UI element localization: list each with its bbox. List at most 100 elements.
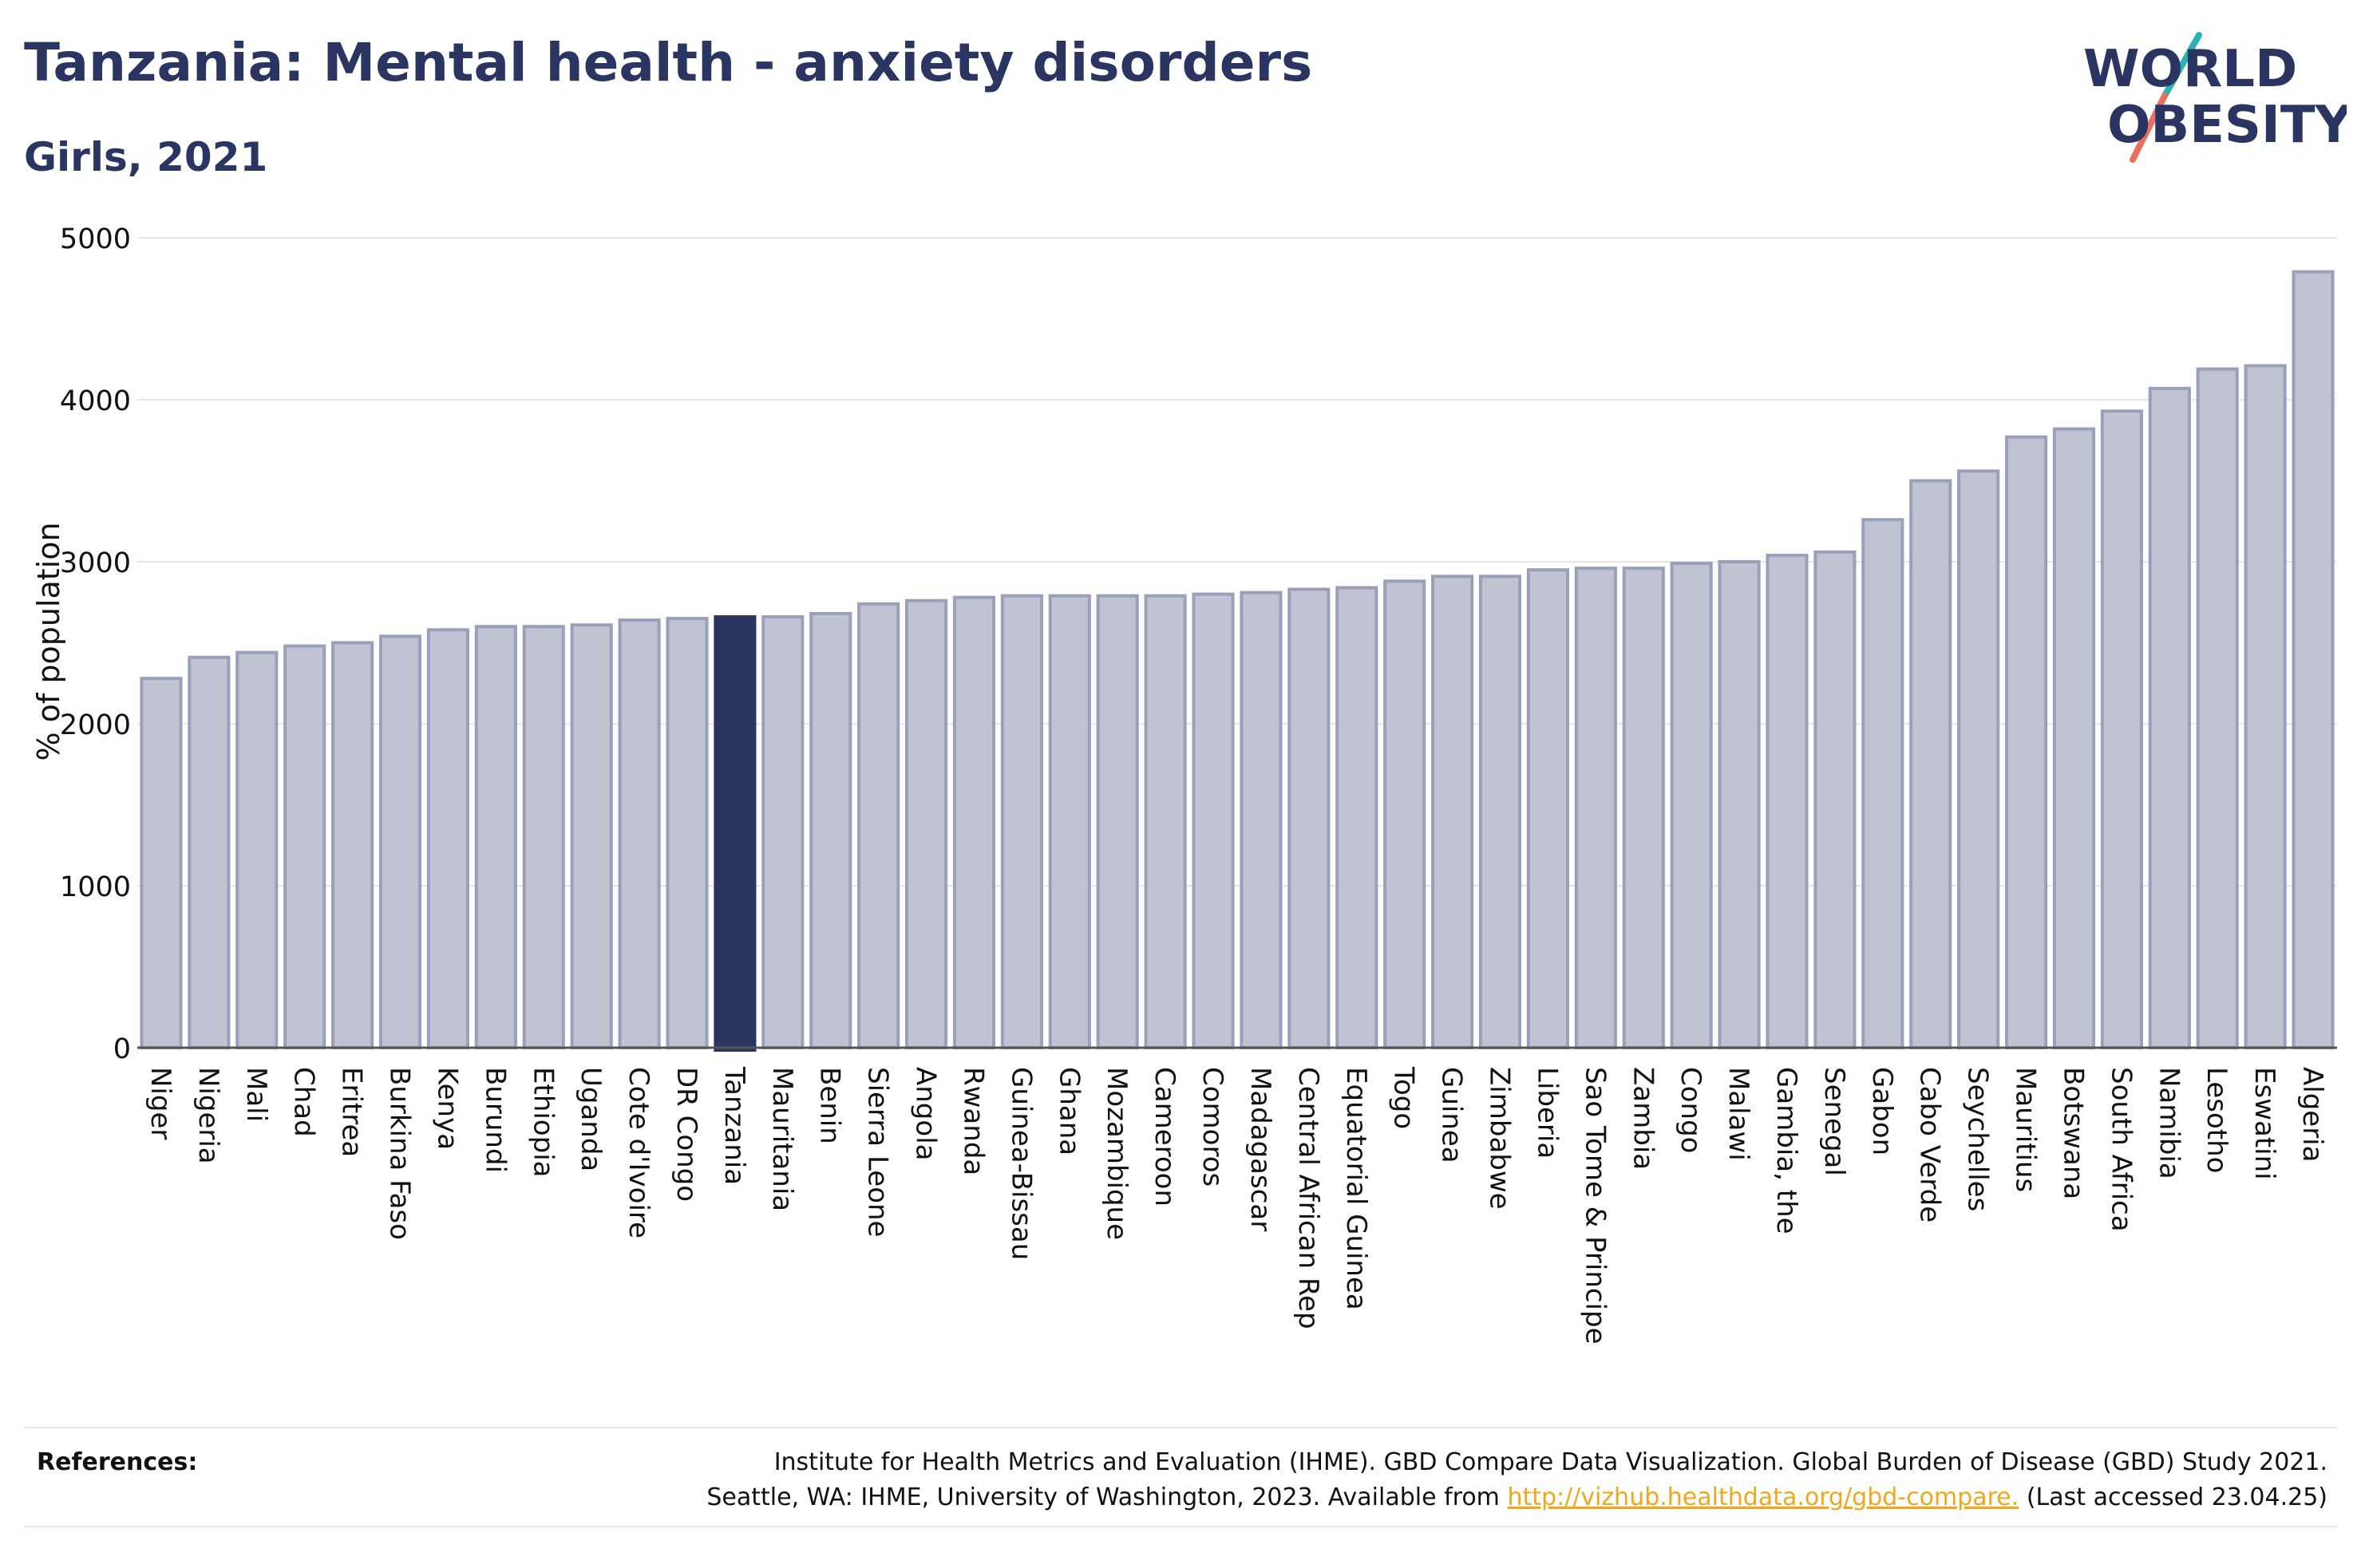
- bar-burundi: [474, 625, 517, 1049]
- bar-chad: [283, 644, 326, 1049]
- references-bottom-rule: [24, 1526, 2337, 1527]
- x-tick-label: Gambia, the: [1770, 1067, 1802, 1234]
- bar-eritrea: [331, 641, 374, 1049]
- page-subtitle: Girls, 2021: [24, 134, 268, 180]
- bar-kenya: [426, 628, 469, 1049]
- world-obesity-logo: WORLD OBESITY: [2083, 32, 2347, 163]
- x-tick-label: Cabo Verde: [1914, 1067, 1946, 1222]
- bar-zambia: [1622, 567, 1665, 1049]
- x-tick-label: Liberia: [1531, 1067, 1563, 1159]
- y-axis-label: % of population: [31, 522, 66, 760]
- bar-seychelles: [1957, 469, 2000, 1049]
- bar-namibia: [2148, 386, 2191, 1050]
- bar-mauritania: [761, 615, 805, 1049]
- bar-ethiopia: [522, 625, 565, 1049]
- x-tick-label: Cameroon: [1149, 1067, 1180, 1207]
- references-line-2-pre: Seattle, WA: IHME, University of Washing…: [706, 1483, 1508, 1511]
- y-tick-label: 1000: [60, 871, 131, 903]
- x-tick-label: Seychelles: [1962, 1067, 1994, 1211]
- references-label: References:: [37, 1448, 198, 1476]
- x-tick-label: South Africa: [2105, 1067, 2137, 1232]
- x-tick-label: Rwanda: [957, 1067, 989, 1175]
- bar-sao-tome-principe: [1574, 567, 1617, 1049]
- bar-mauritius: [2005, 435, 2048, 1049]
- bar-cote-d-ivoire: [618, 618, 661, 1049]
- bar-lesotho: [2196, 367, 2239, 1049]
- bar-gabon: [1861, 518, 1904, 1049]
- references-line-1: Institute for Health Metrics and Evaluat…: [773, 1448, 2327, 1476]
- bar-congo: [1670, 562, 1713, 1049]
- bar-cameroon: [1144, 594, 1187, 1049]
- bar-eswatini: [2244, 364, 2287, 1049]
- x-tick-label: Chad: [288, 1067, 320, 1137]
- x-tick-label: Togo: [1388, 1066, 1420, 1129]
- x-tick-label: Niger: [144, 1067, 176, 1139]
- x-tick-label: DR Congo: [670, 1067, 702, 1202]
- x-tick-label: Nigeria: [192, 1067, 224, 1164]
- x-tick-label: Sierra Leone: [862, 1067, 894, 1237]
- bar-ghana: [1048, 594, 1091, 1049]
- bar-togo: [1383, 579, 1426, 1049]
- bar-dr-congo: [666, 617, 709, 1049]
- references-text: Institute for Health Metrics and Evaluat…: [706, 1445, 2327, 1515]
- bar-malawi: [1718, 560, 1761, 1049]
- x-tick-label: Botswana: [2057, 1067, 2089, 1199]
- bar-equatorial-guinea: [1335, 586, 1378, 1049]
- x-tick-label: Mali: [240, 1067, 272, 1122]
- references-line-2-post: (Last accessed 23.04.25): [2019, 1483, 2327, 1511]
- bar-uganda: [570, 623, 613, 1049]
- x-tick-label: Zimbabwe: [1484, 1067, 1516, 1210]
- bar-south-africa: [2100, 409, 2143, 1049]
- bar-comoros: [1192, 592, 1235, 1049]
- page-title: Tanzania: Mental health - anxiety disord…: [24, 32, 1313, 93]
- x-tick-label: Mozambique: [1101, 1067, 1133, 1240]
- bar-algeria: [2292, 270, 2335, 1049]
- references-top-rule: [24, 1427, 2337, 1428]
- x-tick-label: Malawi: [1722, 1067, 1754, 1161]
- references-line-2: Seattle, WA: IHME, University of Washing…: [706, 1480, 2327, 1515]
- x-tick-label: Guinea-Bissau: [1005, 1067, 1037, 1260]
- x-tick-label: Ghana: [1053, 1067, 1085, 1155]
- x-tick-label: Benin: [814, 1067, 846, 1144]
- x-tick-label: Equatorial Guinea: [1340, 1067, 1372, 1310]
- bar-zimbabwe: [1478, 575, 1522, 1049]
- x-tick-label: Gabon: [1866, 1067, 1898, 1155]
- x-tick-label: Burkina Faso: [384, 1067, 416, 1240]
- bar-madagascar: [1240, 590, 1283, 1049]
- references-link[interactable]: http://vizhub.healthdata.org/gbd-compare…: [1507, 1483, 2019, 1511]
- x-tick-label: Burundi: [479, 1067, 511, 1173]
- y-tick-labels: 0 1000 2000 3000 4000 5000: [60, 223, 131, 1065]
- y-tick-label: 2000: [60, 709, 131, 741]
- x-tick-label: Angola: [910, 1067, 942, 1160]
- bar-nigeria: [188, 655, 231, 1050]
- x-tick-label: Algeria: [2296, 1067, 2328, 1162]
- bar-central-african-rep: [1287, 587, 1331, 1049]
- x-tick-labels: Niger Nigeria Mali Chad Eritrea Burkina Faso K…: [144, 1066, 2328, 1345]
- bar-mozambique: [1096, 594, 1139, 1049]
- bar-botswana: [2052, 427, 2096, 1049]
- x-tick-label: Central African Rep: [1292, 1067, 1324, 1329]
- bar-senegal: [1813, 550, 1857, 1049]
- bar-guinea: [1431, 575, 1474, 1049]
- bar-tanzania: [714, 615, 757, 1052]
- x-tick-label: Congo: [1675, 1067, 1706, 1153]
- bar-cabo-verde: [1909, 479, 1952, 1049]
- x-tick-label: Eritrea: [336, 1067, 368, 1157]
- y-tick-label: 3000: [60, 547, 131, 579]
- y-tick-label: 0: [113, 1033, 131, 1065]
- x-tick-label: Madagascar: [1244, 1067, 1276, 1231]
- bar-mali: [235, 650, 279, 1049]
- x-tick-label: Tanzania: [718, 1066, 750, 1185]
- x-tick-label: Namibia: [2153, 1067, 2185, 1179]
- y-tick-label: 5000: [60, 223, 131, 255]
- svg-text:OBESITY: OBESITY: [2107, 96, 2347, 155]
- x-tick-label: Comoros: [1196, 1067, 1228, 1187]
- bar-guinea-bissau: [1000, 594, 1043, 1049]
- bar-sierra-leone: [857, 602, 900, 1049]
- x-tick-label: Senegal: [1818, 1067, 1850, 1176]
- bar-burkina-faso: [378, 634, 422, 1049]
- bar-liberia: [1526, 568, 1569, 1049]
- bars: [140, 270, 2335, 1052]
- x-tick-label: Lesotho: [2201, 1067, 2232, 1173]
- bar-gambia-the: [1766, 553, 1809, 1049]
